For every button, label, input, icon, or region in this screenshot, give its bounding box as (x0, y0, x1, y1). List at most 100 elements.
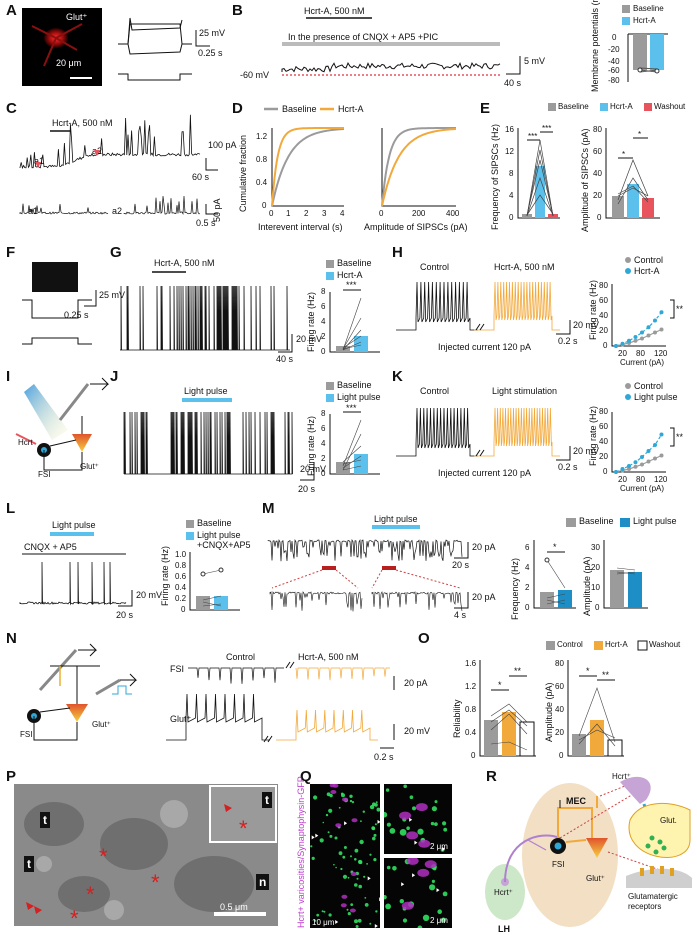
fi-curve-control-k (615, 454, 662, 473)
drug-label-h: Hcrt-A, 500 nM (494, 262, 555, 272)
fsi-trace-hcrt (295, 667, 390, 681)
ytick-g-2: 4 (321, 317, 326, 326)
current-trace-m (267, 539, 463, 562)
legend-baseline-m: Baseline (579, 516, 614, 526)
legend-light-swatch-j (326, 394, 334, 402)
bar-j-baseline (336, 462, 350, 474)
ytick-e1-1: 4 (509, 191, 514, 200)
bar-e2-washout (642, 198, 654, 218)
legend-hcrt-b: Hcrt-A (633, 16, 656, 25)
xtick-d1-3: 3 (322, 209, 327, 218)
ytick-j-2: 4 (321, 439, 326, 448)
scale-pa-n: 20 pA (404, 678, 428, 688)
ytick-g-1: 2 (321, 332, 326, 341)
ytick-b-2: -40 (608, 57, 620, 66)
glut-neuron-icon (72, 434, 92, 452)
legend-hcrt-swatch-o (594, 641, 603, 650)
glut-label-n: Glut⁺ (92, 720, 111, 729)
legend-baseline-b: Baseline (633, 4, 664, 13)
scale-pa2-m: 20 pA (472, 592, 496, 602)
scale-p: 0.5 μm (220, 902, 248, 912)
ytick-l-0: 0 (181, 605, 186, 614)
postsynaptic-icon (626, 868, 692, 888)
ylabel-k: Firing rate (Hz) (588, 405, 598, 466)
fsi-label-n: FSI (20, 730, 33, 739)
legend-baseline-j: Baseline (337, 380, 372, 390)
ytick-l-2: 0.4 (175, 583, 187, 592)
scale-mv-h: 20 mV (573, 320, 600, 330)
firing-pattern-trace-a (118, 17, 192, 81)
sig-k: ** (676, 432, 684, 442)
ytick-h-3: 60 (599, 296, 608, 305)
terminal-label-p1: t (40, 812, 50, 828)
legend-baseline-d: Baseline (282, 104, 317, 114)
panel-label-f: F (6, 244, 16, 261)
light-label-m: Light pulse (374, 514, 418, 524)
ytick-h-0: 0 (603, 341, 608, 350)
scale-s-l: 20 s (116, 610, 134, 620)
panel-label-g: G (110, 244, 122, 261)
ylabel-m1: Frequency (Hz) (510, 557, 520, 620)
terminal-label-p2: t (24, 856, 34, 872)
hcrt-label-i: Hcrt (18, 438, 33, 447)
panel-label-b: B (232, 2, 243, 19)
scale-q2: 2 μm (430, 842, 448, 851)
break-mark-h (475, 323, 485, 331)
bar-l-baseline (196, 596, 210, 610)
cdf-interval-baseline (271, 128, 344, 207)
bar-g-baseline (336, 346, 350, 352)
legend-control-k: Control (634, 381, 664, 391)
bar-e1-hcrt (535, 166, 545, 218)
legend-hcrt-g: Hcrt-A (337, 270, 363, 280)
scale-mv-j: 20 mV (300, 464, 327, 474)
control-label-h: Control (420, 262, 450, 272)
panel-label-m: M (262, 500, 275, 517)
ytick-o2-2: 40 (555, 705, 564, 714)
light-beam-icon (24, 384, 68, 440)
ylabel-e1: Frequency of SIPSCs (Hz) (490, 123, 500, 230)
bar-e2-baseline (612, 196, 624, 218)
electrode-glut-icon (95, 678, 121, 696)
cdf-amp-hcrt (381, 128, 456, 207)
scale-s-m: 20 s (452, 560, 470, 570)
bar-o1-hcrt (502, 712, 516, 756)
firing-trace-l (19, 561, 127, 606)
firing-pattern-trace-f (22, 262, 92, 345)
ytick-g-4: 8 (321, 287, 326, 296)
ytick-b-1: -20 (608, 45, 620, 54)
panel-label-c: C (6, 100, 17, 117)
ytick-j-3: 6 (321, 424, 326, 433)
xtick-d2-0: 0 (379, 209, 384, 218)
ytick-m1-0: 0 (525, 603, 530, 612)
ytick-d-1: 0.4 (256, 178, 268, 187)
legend-light-swatch-l (186, 532, 194, 540)
mec-label: MEC (566, 796, 586, 806)
xtick-d1-4: 4 (340, 209, 345, 218)
sig-o2-b: ** (602, 670, 610, 680)
ytick-m2-1: 10 (591, 583, 600, 592)
ytick-l-5: 1.0 (175, 550, 187, 559)
confocal-image-zoom2 (384, 858, 452, 928)
ytick-l-1: 0.2 (175, 594, 187, 603)
sipsc-a2-trace (123, 195, 201, 216)
legend-control-dot-k (625, 383, 631, 389)
glut-cell-micrograph (22, 8, 102, 86)
svg-text:*: * (86, 882, 95, 907)
membrane-trace-b (281, 61, 501, 73)
glut-row-label: Glut⁺ (170, 714, 192, 724)
ytick-k-3: 60 (599, 422, 608, 431)
sig-o1-a: * (498, 680, 502, 690)
zoom-trace-m2 (371, 591, 463, 611)
ytick-l-4: 0.8 (175, 561, 187, 570)
panel-label-o: O (418, 630, 430, 647)
nucleus-label-p: n (256, 874, 270, 890)
xtick-h-2: 120 (654, 349, 668, 358)
ytick-e1-3: 12 (505, 147, 514, 156)
hcrt-top-label: Hcrt⁺ (612, 772, 631, 781)
zoom-marker-m2 (382, 566, 396, 570)
scale-mv-k: 20 mV (573, 446, 600, 456)
scale-pa-c: 100 pA (208, 140, 237, 150)
ytick-m1-3: 6 (525, 543, 530, 552)
scale-bar-m (454, 542, 469, 559)
xtick-d2-2: 400 (446, 209, 460, 218)
